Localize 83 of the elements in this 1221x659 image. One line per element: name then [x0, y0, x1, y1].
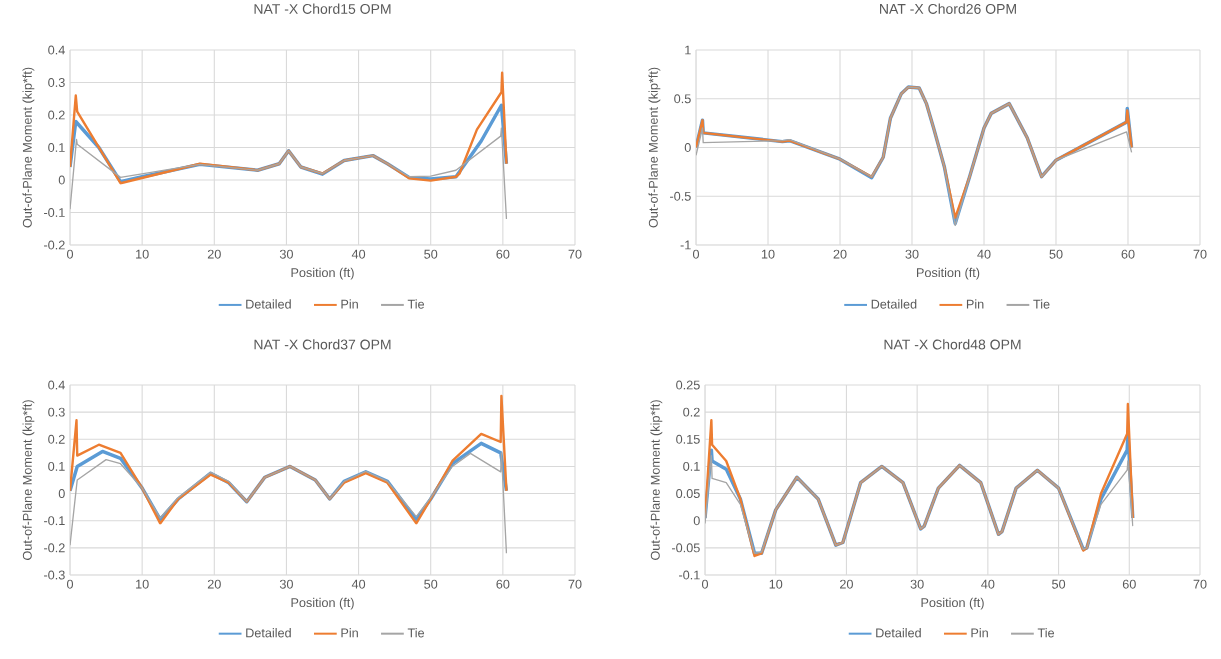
x-tick-label: 30	[279, 579, 293, 589]
y-tick-label: -0.2	[44, 543, 65, 553]
x-axis-title: Position (ft)	[917, 267, 980, 280]
x-tick-label: 50	[424, 249, 438, 259]
legend-label: Tie	[1037, 628, 1055, 638]
y-tick-label: 0	[684, 143, 691, 152]
y-tick-label: 0.5	[674, 94, 691, 104]
legend-label: Pin	[971, 628, 988, 638]
x-tick-label: 50	[1049, 249, 1063, 259]
x-tick-label: 30	[910, 579, 924, 589]
y-tick-label: 0.4	[48, 380, 65, 390]
x-tick-label: 10	[761, 249, 775, 259]
x-axis-title: Position (ft)	[291, 597, 354, 610]
x-tick-label: 60	[1122, 579, 1136, 589]
legend-label: Tie	[407, 628, 425, 638]
x-tick-label: 20	[833, 249, 847, 259]
x-tick-label: 70	[568, 249, 582, 259]
legend-label: Tie	[1033, 299, 1050, 309]
y-tick-label: -1	[680, 240, 691, 250]
x-tick-label: 10	[769, 579, 783, 589]
y-tick-label: 0.2	[48, 434, 65, 444]
y-tick-label: 0.3	[48, 407, 65, 417]
legend-label: Pin	[341, 299, 358, 309]
x-tick-label: 40	[351, 249, 366, 259]
legend-label: Pin	[341, 628, 358, 638]
x-tick-label: 60	[496, 579, 510, 589]
x-tick-label: 60	[1121, 249, 1135, 259]
x-axis-title: Position (ft)	[921, 597, 984, 610]
legend-label: Detailed	[246, 299, 291, 309]
x-tick-label: 0	[701, 579, 709, 589]
y-tick-label: 0.1	[48, 143, 65, 152]
legend-label: Pin	[966, 299, 984, 309]
y-tick-label: -0.05	[671, 543, 700, 553]
y-tick-label: 1	[685, 45, 691, 55]
y-tick-label: 0.1	[683, 461, 700, 471]
y-tick-label: -0.1	[44, 516, 65, 526]
legend-label: Detailed	[871, 299, 917, 309]
y-tick-label: -0.2	[44, 240, 65, 250]
y-axis-title: Out-of-Plane Moment (kip*ft)	[648, 67, 661, 228]
y-tick-label: 0.15	[676, 434, 700, 444]
y-tick-label: 0	[58, 489, 65, 499]
y-tick-label: 0.2	[48, 110, 65, 120]
legend-label: Tie	[407, 299, 425, 309]
y-tick-label: 0	[693, 516, 700, 526]
x-axis-title: Position (ft)	[291, 267, 354, 280]
x-tick-label: 20	[207, 249, 221, 259]
x-tick-label: 40	[351, 579, 366, 589]
x-tick-label: 50	[1052, 579, 1066, 589]
x-tick-label: 70	[1193, 579, 1207, 589]
y-axis-title: Out-of-Plane Moment (kip*ft)	[22, 67, 35, 228]
x-tick-label: 20	[207, 579, 221, 589]
x-tick-label: 70	[568, 579, 582, 589]
x-tick-label: 0	[66, 249, 74, 259]
y-tick-label: 0.25	[676, 380, 700, 390]
y-axis-title: Out-of-Plane Moment (kip*ft)	[22, 400, 35, 560]
y-tick-label: -0.5	[670, 191, 691, 201]
y-tick-label: 0	[58, 175, 65, 185]
x-tick-label: 60	[496, 249, 510, 259]
x-tick-label: 20	[840, 579, 853, 589]
y-tick-label: 0.4	[48, 45, 65, 55]
x-tick-label: 10	[136, 579, 149, 589]
x-tick-label: 40	[981, 579, 995, 589]
chart-title: NAT -X Chord48 OPM	[884, 339, 1021, 350]
x-tick-label: 10	[136, 249, 149, 259]
x-tick-label: 30	[905, 249, 919, 259]
x-tick-label: 0	[66, 579, 74, 589]
y-axis-title: Out-of-Plane Moment (kip*ft)	[650, 400, 663, 560]
x-tick-label: 70	[1193, 249, 1207, 259]
chart-title: NAT -X Chord26 OPM	[880, 3, 1016, 14]
chart-title: NAT -X Chord15 OPM	[254, 3, 391, 14]
chart-title: NAT -X Chord37 OPM	[254, 339, 391, 350]
y-tick-label: 0.3	[48, 78, 65, 87]
y-tick-label: 0.2	[683, 407, 700, 417]
y-tick-label: 0.1	[48, 461, 65, 471]
y-tick-label: -0.1	[679, 570, 700, 580]
y-tick-label: 0.05	[676, 489, 700, 499]
x-tick-label: 40	[977, 249, 991, 259]
y-tick-label: -0.1	[44, 208, 65, 217]
y-tick-label: -0.3	[44, 570, 65, 580]
x-tick-label: 30	[279, 249, 293, 259]
x-tick-label: 50	[424, 579, 438, 589]
legend-label: Detailed	[246, 628, 291, 638]
legend-label: Detailed	[876, 628, 921, 638]
